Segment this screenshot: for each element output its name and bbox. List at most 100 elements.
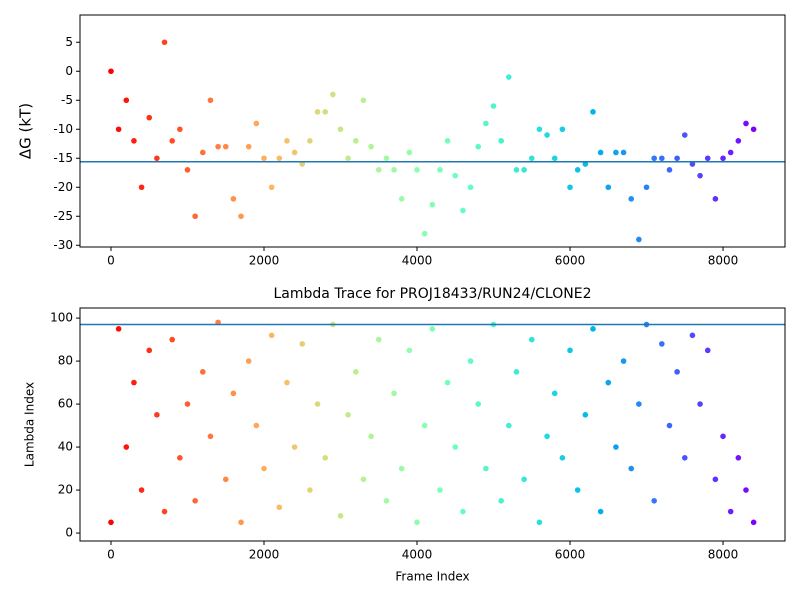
point [605,184,612,191]
point [337,513,344,519]
point [261,465,267,472]
point [108,68,114,75]
y-tick-label: 20 [58,483,73,497]
point [307,487,313,493]
point [574,487,581,493]
point [628,196,635,202]
point [521,167,527,173]
point [192,498,198,504]
point [276,155,283,162]
point [391,390,397,397]
point [154,155,160,162]
point [383,155,390,162]
point [238,213,244,220]
x-tick-label: 4000 [402,254,433,268]
point [460,508,466,515]
point [712,476,719,483]
point [177,455,183,461]
point [345,412,351,418]
point [345,155,351,162]
point [421,230,428,237]
point [268,184,275,191]
point [689,161,696,167]
point [222,143,229,150]
y-tick-label: -10 [53,122,73,136]
point [498,138,504,144]
point [115,326,122,332]
point [536,519,543,526]
point [720,433,726,440]
point [330,91,336,98]
y-tick-label: -5 [61,93,73,107]
point [154,412,160,418]
point [138,184,145,191]
point [230,196,237,202]
point [735,455,742,461]
x-tick-label: 6000 [555,548,586,562]
point [322,455,329,461]
point [284,379,290,386]
point [689,332,696,339]
y-tick-label: 0 [65,64,73,78]
point [483,465,489,472]
point [268,332,275,339]
point [406,347,413,354]
point [276,504,283,511]
point [368,433,374,440]
y-axis-label: ΔG (kT) [17,103,35,159]
point [704,347,711,354]
point [437,167,443,173]
y-tick-label: 80 [58,354,73,368]
point [314,401,321,407]
point [307,138,313,144]
point [207,433,214,440]
point [291,444,298,450]
x-axis-label: Frame Index [395,570,469,584]
point [490,103,497,109]
point [184,167,191,173]
point [414,167,420,173]
point [406,149,413,156]
point [743,120,749,127]
y-tick-label: 60 [58,397,73,411]
y-tick-label: -25 [53,209,73,223]
point [498,498,504,504]
x-tick-label: 2000 [249,254,280,268]
point [230,390,237,397]
point [108,519,114,526]
point [452,172,459,179]
point [199,369,206,375]
point [131,379,137,386]
x-tick-label: 8000 [708,254,739,268]
point [123,444,130,450]
point [353,138,359,144]
point [544,132,550,138]
point [651,498,657,504]
point [429,326,436,332]
point [636,401,642,407]
point [452,444,459,450]
x-tick-label: 8000 [708,548,739,562]
point [475,143,482,150]
point [146,347,153,354]
point [659,341,665,347]
point [681,455,688,461]
y-tick-label: 5 [65,35,73,49]
point [597,508,604,515]
point [222,476,229,483]
point [398,196,405,202]
point [506,422,512,429]
point [674,369,680,375]
point [574,167,581,173]
x-tick-label: 0 [107,254,115,268]
y-tick-label: 40 [58,440,73,454]
point [613,149,619,156]
point [337,126,344,133]
y-tick-label: -30 [53,238,73,252]
point [460,207,466,214]
point [146,114,153,121]
point [681,132,688,138]
point [253,120,260,127]
point [727,149,734,156]
